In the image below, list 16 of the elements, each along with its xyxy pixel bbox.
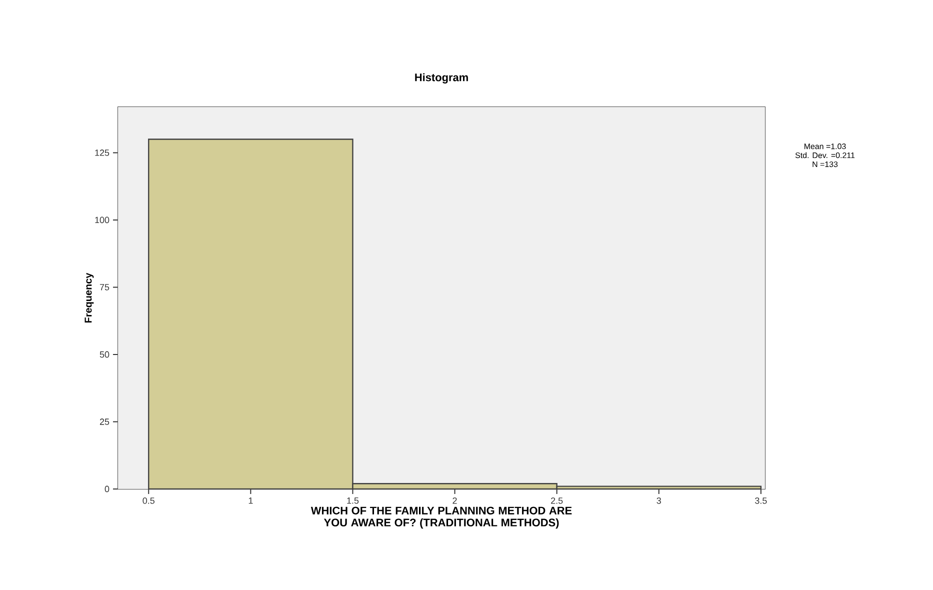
y-tick-label: 75 <box>100 284 110 290</box>
y-tick-label: 0 <box>104 486 110 492</box>
x-tick-label: 2.5 <box>551 498 563 504</box>
y-tick-label: 25 <box>100 418 110 425</box>
y-tick-label: 50 <box>100 351 110 358</box>
x-tick-label: 3.5 <box>755 498 767 504</box>
x-tick-label: 1.5 <box>347 498 359 504</box>
chart-title: Histogram <box>415 73 468 84</box>
y-tick-label: 125 <box>95 150 110 156</box>
x-axis-title: WHICH OF THE FAMILY PLANNING METHOD ARE YOU AWARE OF? (TRADITIONAL METHODS) <box>310 506 572 529</box>
x-tick-label: 1 <box>248 498 253 504</box>
x-tick-label: 3 <box>656 498 661 504</box>
y-axis-title: Frequency <box>84 272 94 323</box>
x-tick-label: 2 <box>452 498 457 504</box>
y-tick-label: 100 <box>95 216 110 224</box>
x-tick-label: 0.5 <box>142 498 154 504</box>
